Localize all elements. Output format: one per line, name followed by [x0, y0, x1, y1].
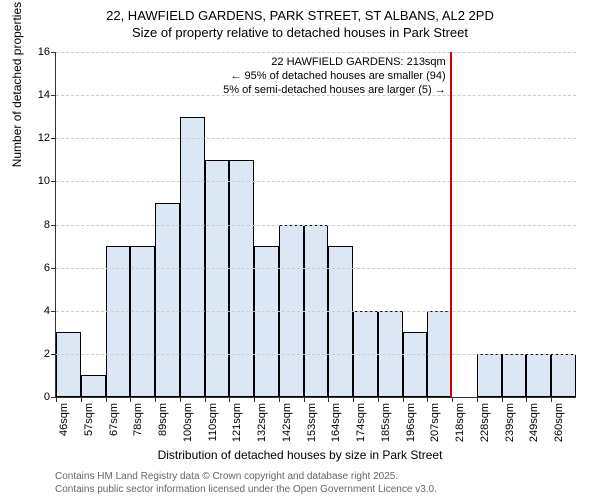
- xtick-label: 196sqm: [405, 403, 417, 442]
- bar: [56, 332, 81, 397]
- xtick-mark: [81, 397, 82, 402]
- xtick-mark: [551, 397, 552, 402]
- xtick-mark: [130, 397, 131, 402]
- bar: [229, 160, 254, 397]
- ytick-label: 12: [38, 132, 50, 144]
- bar: [180, 117, 205, 397]
- xtick-label: 142sqm: [281, 403, 293, 442]
- xtick-label: 153sqm: [306, 403, 318, 442]
- ytick-label: 14: [38, 89, 50, 101]
- xtick-mark: [304, 397, 305, 402]
- footer: Contains HM Land Registry data © Crown c…: [55, 471, 437, 496]
- xtick-label: 239sqm: [504, 403, 516, 442]
- annotation-line3: 5% of semi-detached houses are larger (5…: [223, 84, 446, 98]
- x-axis-label: Distribution of detached houses by size …: [0, 448, 600, 462]
- ytick-mark: [51, 268, 56, 269]
- ytick-label: 10: [38, 175, 50, 187]
- bar: [106, 246, 131, 397]
- plot-area: 0246810121416 46sqm57sqm67sqm78sqm89sqm1…: [55, 52, 576, 398]
- xtick-mark: [427, 397, 428, 402]
- xtick-label: 228sqm: [479, 403, 491, 442]
- xtick-mark: [254, 397, 255, 402]
- ytick-label: 8: [44, 219, 50, 231]
- title-line2: Size of property relative to detached ho…: [0, 25, 600, 42]
- bar: [205, 160, 230, 397]
- xtick-label: 89sqm: [157, 403, 169, 436]
- ytick-mark: [51, 95, 56, 96]
- annotation-box: 22 HAWFIELD GARDENS: 213sqm ← 95% of det…: [223, 56, 446, 97]
- xtick-label: 78sqm: [132, 403, 144, 436]
- gridline: [56, 354, 576, 355]
- ytick-label: 16: [38, 46, 50, 58]
- xtick-mark: [229, 397, 230, 402]
- ytick-label: 0: [44, 391, 50, 403]
- gridline: [56, 268, 576, 269]
- bar: [328, 246, 353, 397]
- xtick-mark: [205, 397, 206, 402]
- bar: [403, 332, 428, 397]
- xtick-label: 46sqm: [58, 403, 70, 436]
- xtick-label: 207sqm: [429, 403, 441, 442]
- bar: [254, 246, 279, 397]
- xtick-mark: [106, 397, 107, 402]
- xtick-label: 218sqm: [454, 403, 466, 442]
- xtick-mark: [477, 397, 478, 402]
- xtick-mark: [155, 397, 156, 402]
- bar: [551, 354, 576, 397]
- footer-line2: Contains public sector information licen…: [55, 484, 437, 497]
- xtick-mark: [526, 397, 527, 402]
- ytick-mark: [51, 181, 56, 182]
- ytick-mark: [51, 138, 56, 139]
- xtick-label: 164sqm: [330, 403, 342, 442]
- gridline: [56, 225, 576, 226]
- xtick-mark: [328, 397, 329, 402]
- y-axis-label: Number of detached properties: [10, 2, 24, 167]
- chart-container: 22, HAWFIELD GARDENS, PARK STREET, ST AL…: [0, 0, 600, 500]
- title-line1: 22, HAWFIELD GARDENS, PARK STREET, ST AL…: [0, 0, 600, 25]
- gridline: [56, 138, 576, 139]
- xtick-label: 100sqm: [182, 403, 194, 442]
- ytick-mark: [51, 354, 56, 355]
- ytick-label: 6: [44, 262, 50, 274]
- annotation-line1: 22 HAWFIELD GARDENS: 213sqm: [223, 56, 446, 70]
- xtick-label: 132sqm: [256, 403, 268, 442]
- ytick-label: 4: [44, 305, 50, 317]
- xtick-label: 67sqm: [108, 403, 120, 436]
- xtick-label: 260sqm: [553, 403, 565, 442]
- ytick-mark: [51, 311, 56, 312]
- gridline: [56, 52, 576, 53]
- xtick-mark: [502, 397, 503, 402]
- xtick-label: 121sqm: [231, 403, 243, 442]
- xtick-label: 174sqm: [355, 403, 367, 442]
- annotation-line2: ← 95% of detached houses are smaller (94…: [223, 70, 446, 84]
- gridline: [56, 181, 576, 182]
- xtick-label: 185sqm: [380, 403, 392, 442]
- xtick-mark: [56, 397, 57, 402]
- xtick-label: 57sqm: [83, 403, 95, 436]
- ytick-mark: [51, 225, 56, 226]
- xtick-mark: [180, 397, 181, 402]
- bar: [526, 354, 551, 397]
- xtick-label: 110sqm: [207, 403, 219, 441]
- ytick-mark: [51, 52, 56, 53]
- xtick-mark: [403, 397, 404, 402]
- bar: [130, 246, 155, 397]
- bar: [155, 203, 180, 397]
- footer-line1: Contains HM Land Registry data © Crown c…: [55, 471, 437, 484]
- xtick-label: 249sqm: [528, 403, 540, 442]
- bar: [81, 375, 106, 397]
- xtick-mark: [452, 397, 453, 402]
- ytick-label: 2: [44, 348, 50, 360]
- xtick-mark: [378, 397, 379, 402]
- xtick-mark: [279, 397, 280, 402]
- bar: [502, 354, 527, 397]
- gridline: [56, 311, 576, 312]
- marker-line: [450, 52, 452, 397]
- xtick-mark: [353, 397, 354, 402]
- bar: [477, 354, 502, 397]
